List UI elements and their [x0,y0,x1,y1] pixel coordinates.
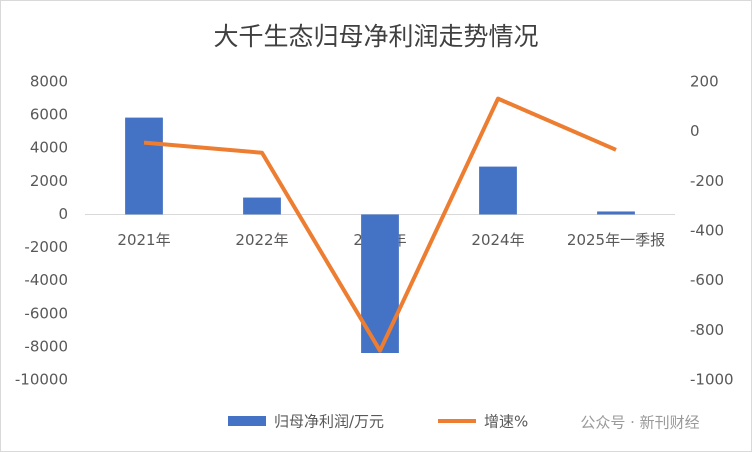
bar [479,166,517,215]
y2-tick-label: -200 [690,172,724,190]
y2-tick-label: -400 [690,222,724,240]
y-tick-label: 4000 [30,139,68,157]
y-tick-label: 6000 [30,106,68,124]
x-tick-label: 2024年 [471,231,524,249]
y2-tick-label: -1000 [690,371,734,389]
x-tick-label: 2021年 [117,231,170,249]
y-tick-label: -6000 [24,304,68,322]
y2-tick-label: -800 [690,321,724,339]
y2-tick-label: -600 [690,271,724,289]
bar [597,211,635,215]
chart-title: 大千生态归母净利润走势情况 [213,22,538,51]
legend-label: 归母净利润/万元 [274,413,384,431]
x-tick-label: 2025年一季报 [567,231,665,249]
watermark: 公众号 · 新刊财经 [580,414,699,432]
y-tick-label: 2000 [30,172,68,190]
y2-tick-label: 200 [690,73,719,91]
y2-tick-label: 0 [690,122,700,140]
y-tick-label: 0 [58,205,68,223]
legend-swatch [228,416,266,426]
y-tick-label: -8000 [24,337,68,355]
line [143,96,617,353]
bar [243,197,281,215]
legend-label: 增速% [484,413,528,431]
y-tick-label: 8000 [30,73,68,91]
bar [125,117,163,215]
y-tick-label: -2000 [24,238,68,256]
y-tick-label: -10000 [15,371,68,389]
x-tick-label: 2022年 [235,231,288,249]
y-tick-label: -4000 [24,271,68,289]
